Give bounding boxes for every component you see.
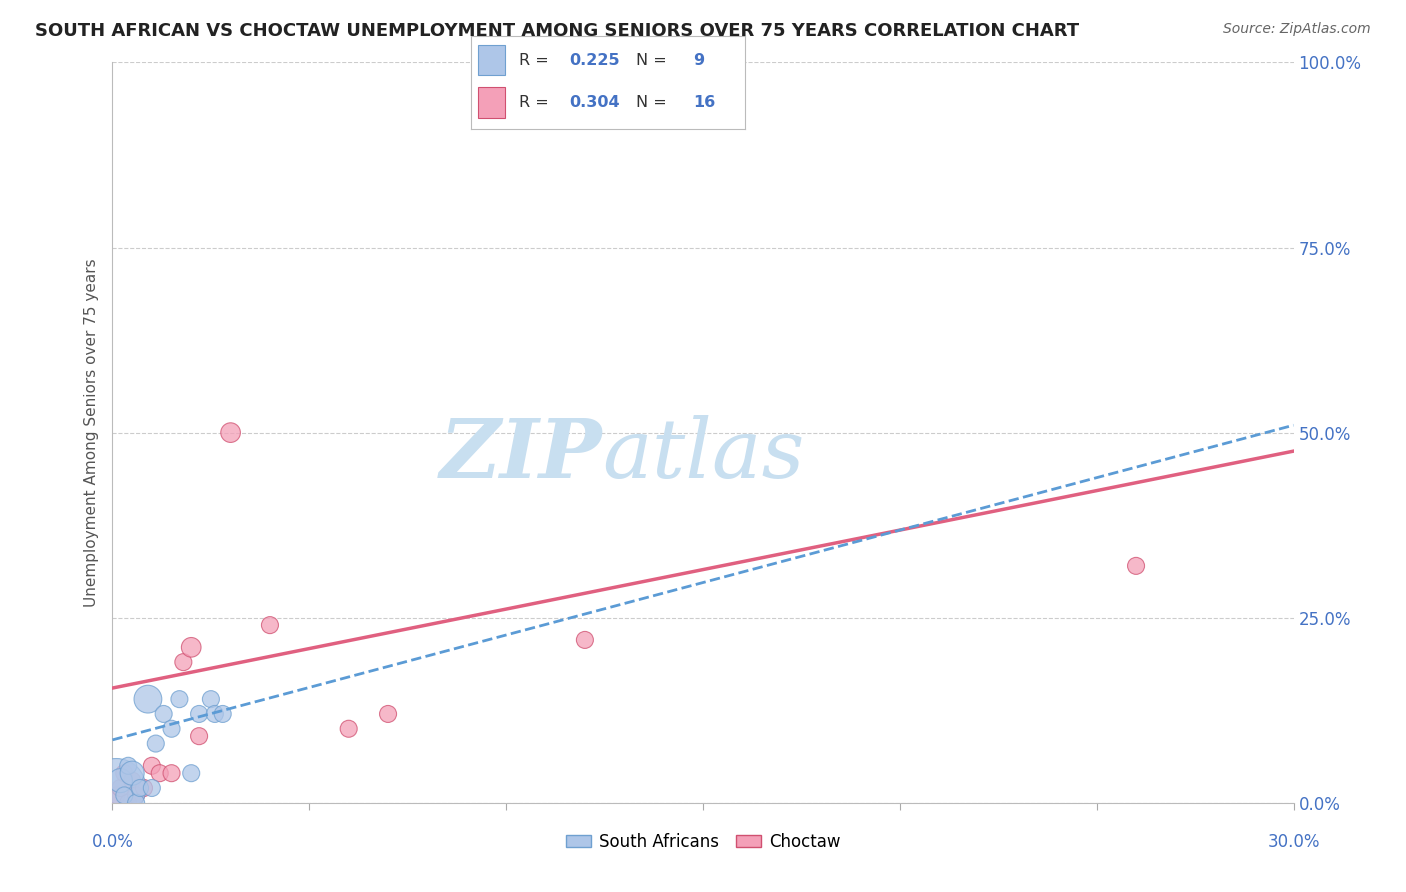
Point bbox=[117, 796, 139, 810]
Text: R =: R = bbox=[519, 95, 554, 110]
Point bbox=[112, 766, 135, 780]
Point bbox=[110, 773, 132, 788]
Point bbox=[160, 766, 183, 780]
Point bbox=[136, 692, 159, 706]
Text: 30.0%: 30.0% bbox=[1267, 833, 1320, 851]
Point bbox=[259, 618, 281, 632]
Point bbox=[188, 729, 211, 743]
Point bbox=[105, 780, 128, 795]
Text: 0.304: 0.304 bbox=[569, 95, 620, 110]
Text: 0.0%: 0.0% bbox=[91, 833, 134, 851]
Point bbox=[132, 780, 155, 795]
Point bbox=[112, 789, 135, 803]
Point bbox=[129, 780, 152, 795]
Text: R =: R = bbox=[519, 53, 554, 68]
Point bbox=[204, 706, 226, 721]
Point bbox=[172, 655, 194, 669]
Text: ZIP: ZIP bbox=[440, 415, 603, 495]
Text: SOUTH AFRICAN VS CHOCTAW UNEMPLOYMENT AMONG SENIORS OVER 75 YEARS CORRELATION CH: SOUTH AFRICAN VS CHOCTAW UNEMPLOYMENT AM… bbox=[35, 22, 1080, 40]
Point bbox=[105, 789, 128, 803]
Text: Source: ZipAtlas.com: Source: ZipAtlas.com bbox=[1223, 22, 1371, 37]
Point bbox=[211, 706, 233, 721]
Point bbox=[219, 425, 242, 440]
Text: atlas: atlas bbox=[603, 415, 806, 495]
Point bbox=[574, 632, 596, 647]
Point bbox=[169, 692, 191, 706]
Point bbox=[152, 706, 174, 721]
Point bbox=[149, 766, 172, 780]
Point bbox=[117, 758, 139, 772]
Text: 0.225: 0.225 bbox=[569, 53, 620, 68]
Text: 9: 9 bbox=[693, 53, 704, 68]
Point bbox=[110, 780, 132, 795]
Text: N =: N = bbox=[636, 95, 672, 110]
Legend: South Africans, Choctaw: South Africans, Choctaw bbox=[560, 826, 846, 857]
Text: 16: 16 bbox=[693, 95, 716, 110]
Point bbox=[337, 722, 360, 736]
Point bbox=[141, 780, 163, 795]
Point bbox=[160, 722, 183, 736]
FancyBboxPatch shape bbox=[478, 87, 505, 118]
Point bbox=[121, 773, 143, 788]
Y-axis label: Unemployment Among Seniors over 75 years: Unemployment Among Seniors over 75 years bbox=[84, 259, 100, 607]
Point bbox=[180, 640, 202, 655]
Text: N =: N = bbox=[636, 53, 672, 68]
Point bbox=[188, 706, 211, 721]
Point bbox=[180, 766, 202, 780]
Point bbox=[1125, 558, 1147, 573]
Point bbox=[125, 789, 148, 803]
Point bbox=[377, 706, 399, 721]
Point bbox=[121, 766, 143, 780]
FancyBboxPatch shape bbox=[478, 45, 505, 76]
Point bbox=[145, 737, 167, 751]
Point bbox=[200, 692, 222, 706]
Point bbox=[125, 796, 148, 810]
Point bbox=[141, 758, 163, 772]
